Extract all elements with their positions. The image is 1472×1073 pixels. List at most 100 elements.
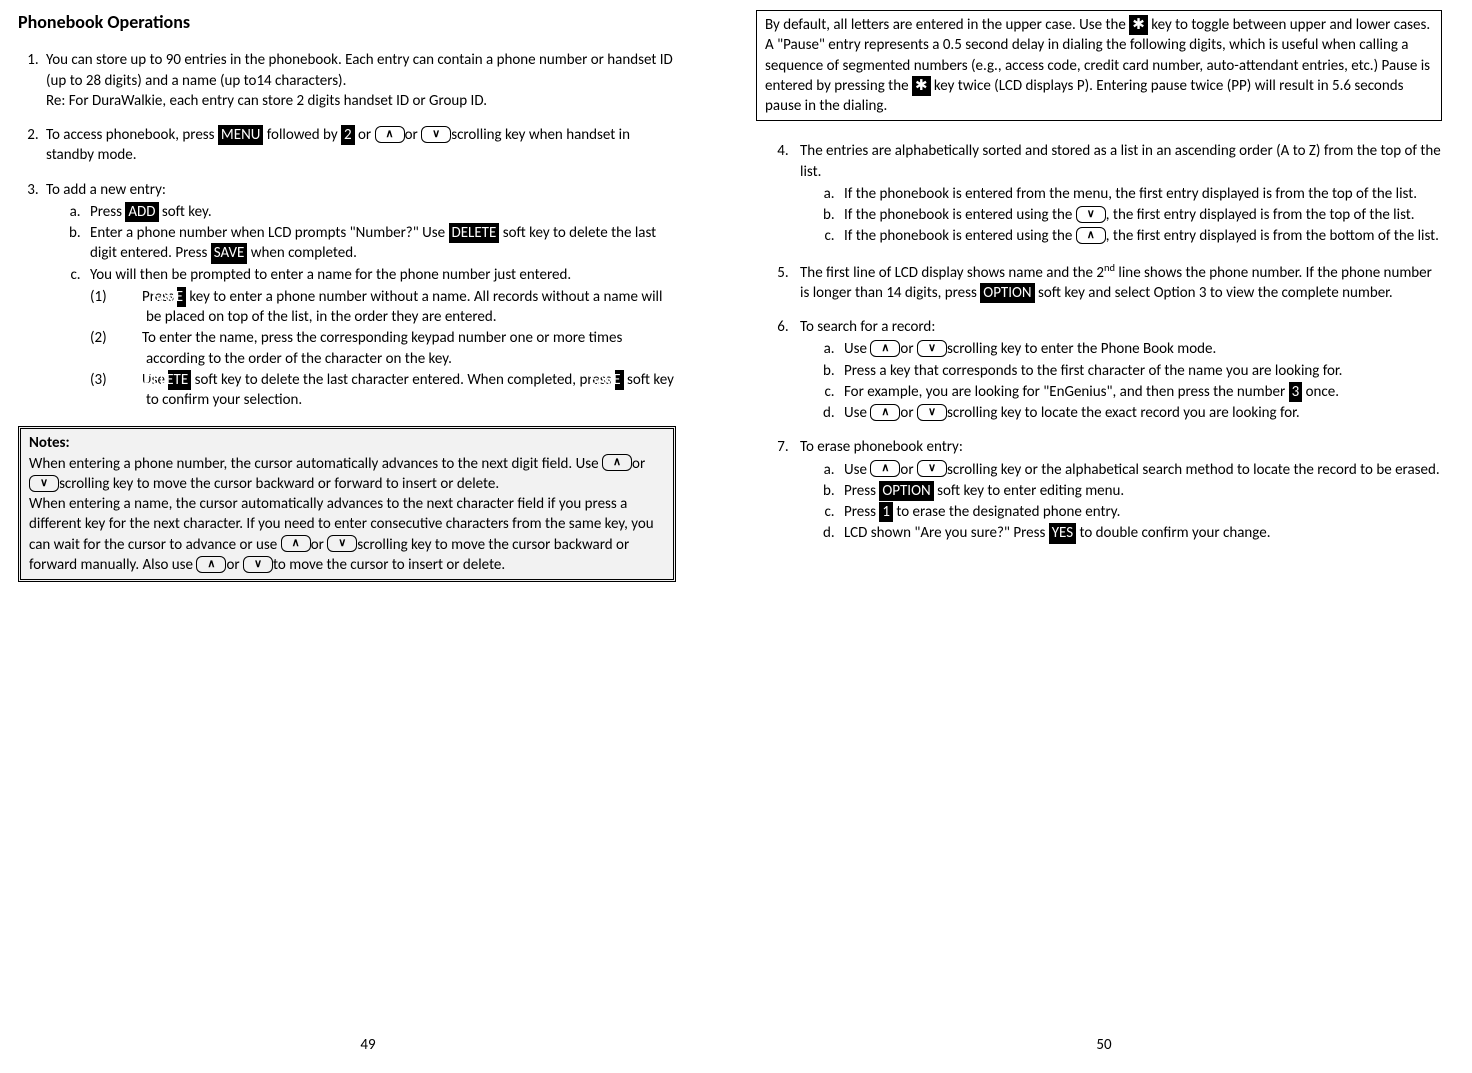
notes-title: Notes: (29, 433, 665, 453)
list-item-3: To add a new entry: Press ADD soft key. … (42, 180, 676, 411)
up-arrow-icon: ∧ (1076, 227, 1106, 244)
text: Use (844, 340, 870, 358)
sub-list: Use ∧or ∨scrolling key to enter the Phon… (800, 339, 1442, 423)
main-list-continued: The entries are alphabetically sorted an… (756, 141, 1442, 543)
text: or (311, 536, 328, 554)
option-key: OPTION (980, 283, 1034, 303)
notes-box: Notes: When entering a phone number, the… (18, 426, 676, 582)
down-arrow-icon: ∨ (917, 460, 947, 477)
page-number: 50 (736, 1035, 1472, 1055)
text: Press (90, 203, 125, 221)
text: If the phonebook is entered using the (844, 227, 1076, 245)
text: To add a new entry: (46, 181, 166, 199)
text: followed by (263, 126, 341, 144)
sub-list: Press ADD soft key. Enter a phone number… (46, 202, 676, 411)
add-key: ADD (125, 202, 158, 222)
text: once. (1302, 383, 1339, 401)
text: soft key to delete the last character en… (191, 371, 615, 389)
down-arrow-icon: ∨ (29, 475, 59, 492)
save-key: SAVE (211, 243, 248, 263)
text: or (355, 126, 375, 144)
page-right: By default, all letters are entered in t… (736, 0, 1472, 1073)
text: To enter the name, press the correspondi… (142, 329, 622, 367)
text: To search for a record: (800, 318, 935, 336)
text: scrolling key to move the cursor backwar… (59, 475, 499, 493)
save-key: SAVE (615, 370, 624, 390)
text: If the phonebook is entered using the (844, 206, 1076, 224)
delete-key: DELETE (449, 223, 500, 243)
list-item-2: To access phonebook, press MENU followed… (42, 125, 676, 166)
text: key to toggle between upper and lower ca… (1148, 16, 1430, 34)
menu-key: MENU (218, 125, 263, 145)
list-item-1: You can store up to 90 entries in the ph… (42, 50, 676, 111)
text: soft key to enter editing menu. (934, 482, 1124, 500)
text: The entries are alphabetically sorted an… (800, 142, 1441, 180)
text: If the phonebook is entered from the men… (844, 185, 1417, 203)
up-arrow-icon: ∧ (870, 404, 900, 421)
text: The first line of LCD display shows name… (800, 264, 1104, 282)
text: Press a key that corresponds to the firs… (844, 362, 1342, 380)
star-key: ✱ (912, 76, 931, 96)
notes-body: When entering a name, the cursor automat… (29, 494, 665, 575)
key-3: 3 (1289, 382, 1303, 402)
text: or (405, 126, 422, 144)
list-item: Press OPTION soft key to enter editing m… (838, 481, 1442, 501)
text: Re: For DuraWalkie, each entry can store… (46, 92, 487, 110)
text: to move the cursor to insert or delete. (273, 556, 505, 574)
up-arrow-icon: ∧ (196, 556, 226, 573)
list-item: Use ∧or ∨scrolling key or the alphabetic… (838, 460, 1442, 480)
up-arrow-icon: ∧ (602, 454, 632, 471)
page-number: 49 (0, 1035, 736, 1055)
up-arrow-icon: ∧ (870, 460, 900, 477)
text: or (900, 461, 917, 479)
text: Enter a phone number when LCD prompts "N… (90, 224, 449, 242)
text: when completed. (247, 244, 357, 262)
text: Press (844, 503, 879, 521)
list-item: If the phonebook is entered using the ∧,… (838, 226, 1442, 246)
text: Press (844, 482, 879, 500)
list-item-7: To erase phonebook entry: Use ∧or ∨scrol… (792, 437, 1442, 543)
down-arrow-icon: ∨ (327, 535, 357, 552)
list-item: Press a key that corresponds to the firs… (838, 361, 1442, 381)
text: You will then be prompted to enter a nam… (90, 266, 571, 284)
list-item: Use ∧or ∨scrolling key to locate the exa… (838, 403, 1442, 423)
down-arrow-icon: ∨ (421, 126, 451, 143)
text: By default, all letters are entered in t… (765, 16, 1129, 34)
option-key: OPTION (879, 481, 933, 501)
text: or (226, 556, 243, 574)
text: You can store up to 90 entries in the ph… (46, 51, 673, 89)
list-item-5: The first line of LCD display shows name… (792, 261, 1442, 304)
text: To erase phonebook entry: (800, 438, 963, 456)
list-item: You will then be prompted to enter a nam… (84, 265, 676, 411)
sub-list: Use ∧or ∨scrolling key or the alphabetic… (800, 460, 1442, 544)
text: scrolling key to enter the Phone Book mo… (947, 340, 1216, 358)
list-item: LCD shown "Are you sure?" Press YES to d… (838, 523, 1442, 543)
text: or (900, 404, 917, 422)
key-1: 1 (879, 502, 893, 522)
list-item: Press ADD soft key. (84, 202, 676, 222)
text: or (632, 455, 645, 473)
up-arrow-icon: ∧ (870, 340, 900, 357)
list-item: If the phonebook is entered from the men… (838, 184, 1442, 204)
delete-key: DELETE (168, 370, 191, 390)
superscript: nd (1104, 261, 1115, 274)
text: Use (844, 461, 870, 479)
list-item: Use ∧or ∨scrolling key to enter the Phon… (838, 339, 1442, 359)
text: or (900, 340, 917, 358)
list-item: (3)Use DELETE soft key to delete the las… (118, 370, 676, 411)
list-item: If the phonebook is entered using the ∨,… (838, 205, 1442, 225)
list-item: For example, you are looking for "EnGeni… (838, 382, 1442, 402)
text: to erase the designated phone entry. (893, 503, 1120, 521)
key-2: 2 (341, 125, 355, 145)
down-arrow-icon: ∨ (243, 556, 273, 573)
text: To access phonebook, press (46, 126, 218, 144)
text: soft key and select Option 3 to view the… (1035, 284, 1393, 302)
text: For example, you are looking for "EnGeni… (844, 383, 1289, 401)
down-arrow-icon: ∨ (917, 404, 947, 421)
up-arrow-icon: ∧ (375, 126, 405, 143)
save-key: SAVE (177, 287, 186, 307)
down-arrow-icon: ∨ (917, 340, 947, 357)
info-box: By default, all letters are entered in t… (756, 10, 1442, 121)
text: , the first entry displayed is from the … (1106, 206, 1415, 224)
paren-list: (1)Press SAVE key to enter a phone numbe… (90, 287, 676, 411)
